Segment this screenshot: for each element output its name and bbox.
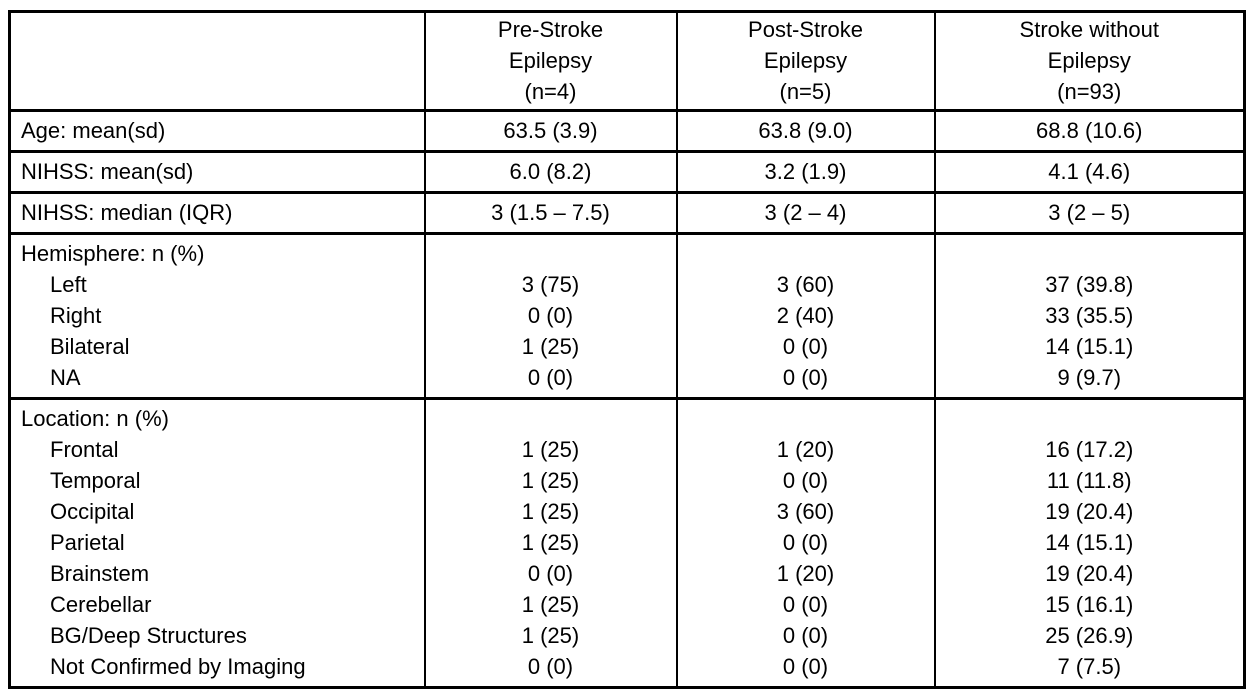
table-row: Temporal 1 (25) 0 (0) 11 (11.8) (10, 465, 1245, 496)
row-label: Temporal (50, 468, 141, 493)
cell-stroke-without-epilepsy: 25 (26.9) (933, 620, 1245, 651)
cell-post-stroke-epilepsy (675, 233, 935, 269)
cell-stroke-without-epilepsy: 9 (9.7) (933, 362, 1245, 399)
table-row: Hemisphere: n (%) (9, 233, 1245, 269)
row-label: Parietal (50, 530, 125, 555)
row-label: Right (50, 303, 102, 328)
cell-pre-stroke-epilepsy: 0 (0) (423, 300, 677, 331)
cell-pre-stroke-epilepsy (423, 233, 677, 269)
cell-post-stroke-epilepsy: 0 (0) (675, 527, 935, 558)
cell-pre-stroke-epilepsy: 1 (25) (423, 620, 677, 651)
table-header: Pre-Stroke Epilepsy (n=4) Post-Stroke Ep… (9, 11, 1245, 111)
cell-pre-stroke-epilepsy (423, 398, 677, 434)
row-label: Brainstem (50, 561, 150, 586)
table-row: Occipital 1 (25) 3 (60) 19 (20.4) (10, 496, 1245, 527)
row-label: Not Confirmed by Imaging (50, 654, 306, 679)
header-pre-stroke-epilepsy: Pre-Stroke Epilepsy (n=4) (423, 11, 677, 111)
cell-pre-stroke-epilepsy: 6.0 (8.2) (423, 151, 677, 193)
cell-pre-stroke-epilepsy: 1 (25) (423, 589, 677, 620)
row-label: Occipital (50, 499, 135, 524)
cell-post-stroke-epilepsy: 1 (20) (675, 434, 935, 465)
cell-post-stroke-epilepsy: 2 (40) (675, 300, 935, 331)
cell-pre-stroke-epilepsy: 0 (0) (423, 362, 677, 399)
cell-stroke-without-epilepsy: 15 (16.1) (933, 589, 1245, 620)
row-label: Age: mean(sd) (21, 118, 166, 143)
table-row: Left 3 (75) 3 (60) 37 (39.8) (10, 269, 1245, 300)
cell-pre-stroke-epilepsy: 3 (75) (423, 269, 677, 300)
row-label: NIHSS: median (IQR) (21, 200, 233, 225)
cell-pre-stroke-epilepsy: 1 (25) (423, 496, 677, 527)
table-row: Brainstem 0 (0) 1 (20) 19 (20.4) (10, 558, 1245, 589)
cell-stroke-without-epilepsy: 14 (15.1) (933, 331, 1245, 362)
row-label: BG/Deep Structures (50, 623, 247, 648)
cell-post-stroke-epilepsy: 3.2 (1.9) (675, 151, 935, 193)
cell-stroke-without-epilepsy: 68.8 (10.6) (933, 110, 1245, 152)
table-row: Location: n (%) (9, 398, 1245, 434)
cell-stroke-without-epilepsy: 37 (39.8) (933, 269, 1245, 300)
cell-post-stroke-epilepsy: 63.8 (9.0) (675, 110, 935, 152)
table-row: Not Confirmed by Imaging 0 (0) 0 (0) 7 (… (10, 651, 1245, 688)
header-empty-cell (10, 12, 425, 111)
row-label: NA (50, 365, 81, 390)
cell-pre-stroke-epilepsy: 3 (1.5 – 7.5) (423, 192, 677, 234)
table-row: NIHSS: mean(sd) 6.0 (8.2) 3.2 (1.9) 4.1 … (9, 151, 1245, 193)
cell-stroke-without-epilepsy: 16 (17.2) (933, 434, 1245, 465)
cell-stroke-without-epilepsy: 19 (20.4) (933, 496, 1245, 527)
cell-post-stroke-epilepsy: 0 (0) (675, 362, 935, 399)
table-row: BG/Deep Structures 1 (25) 0 (0) 25 (26.9… (10, 620, 1245, 651)
cell-post-stroke-epilepsy (675, 398, 935, 434)
row-label: NIHSS: mean(sd) (21, 159, 194, 184)
cell-pre-stroke-epilepsy: 63.5 (3.9) (423, 110, 677, 152)
table-row: Cerebellar 1 (25) 0 (0) 15 (16.1) (10, 589, 1245, 620)
cell-post-stroke-epilepsy: 1 (20) (675, 558, 935, 589)
cell-stroke-without-epilepsy (933, 233, 1245, 269)
cell-post-stroke-epilepsy: 0 (0) (675, 465, 935, 496)
header-row: Pre-Stroke Epilepsy (n=4) Post-Stroke Ep… (9, 11, 1245, 111)
cell-pre-stroke-epilepsy: 1 (25) (423, 465, 677, 496)
cell-post-stroke-epilepsy: 0 (0) (675, 620, 935, 651)
cell-stroke-without-epilepsy: 11 (11.8) (933, 465, 1245, 496)
row-label: Frontal (50, 437, 119, 462)
row-label: Left (50, 272, 87, 297)
cell-stroke-without-epilepsy: 7 (7.5) (933, 651, 1245, 688)
cell-pre-stroke-epilepsy: 0 (0) (423, 651, 677, 688)
header-stroke-without-epilepsy: Stroke without Epilepsy (n=93) (933, 11, 1245, 111)
cell-pre-stroke-epilepsy: 0 (0) (423, 558, 677, 589)
cell-pre-stroke-epilepsy: 1 (25) (423, 527, 677, 558)
cell-post-stroke-epilepsy: 0 (0) (675, 589, 935, 620)
cell-stroke-without-epilepsy: 4.1 (4.6) (933, 151, 1245, 193)
row-label: Location: n (%) (21, 406, 169, 431)
cell-stroke-without-epilepsy: 3 (2 – 5) (933, 192, 1245, 234)
cell-post-stroke-epilepsy: 0 (0) (675, 651, 935, 688)
cell-stroke-without-epilepsy (933, 398, 1245, 434)
cell-post-stroke-epilepsy: 3 (60) (675, 496, 935, 527)
table-row: Parietal 1 (25) 0 (0) 14 (15.1) (10, 527, 1245, 558)
cell-post-stroke-epilepsy: 3 (60) (675, 269, 935, 300)
table-row: Frontal 1 (25) 1 (20) 16 (17.2) (10, 434, 1245, 465)
cell-pre-stroke-epilepsy: 1 (25) (423, 331, 677, 362)
table-row: Right 0 (0) 2 (40) 33 (35.5) (10, 300, 1245, 331)
table-row: Bilateral 1 (25) 0 (0) 14 (15.1) (10, 331, 1245, 362)
cell-post-stroke-epilepsy: 3 (2 – 4) (675, 192, 935, 234)
table-row: NIHSS: median (IQR) 3 (1.5 – 7.5) 3 (2 –… (9, 192, 1245, 234)
cell-post-stroke-epilepsy: 0 (0) (675, 331, 935, 362)
cell-stroke-without-epilepsy: 19 (20.4) (933, 558, 1245, 589)
table-row: NA 0 (0) 0 (0) 9 (9.7) (10, 362, 1245, 399)
cell-stroke-without-epilepsy: 33 (35.5) (933, 300, 1245, 331)
row-label: Hemisphere: n (%) (21, 241, 205, 266)
table-row: Age: mean(sd) 63.5 (3.9) 63.8 (9.0) 68.8… (9, 110, 1245, 152)
row-label: Cerebellar (50, 592, 152, 617)
header-post-stroke-epilepsy: Post-Stroke Epilepsy (n=5) (675, 11, 935, 111)
cell-stroke-without-epilepsy: 14 (15.1) (933, 527, 1245, 558)
table-body: Age: mean(sd) 63.5 (3.9) 63.8 (9.0) 68.8… (9, 110, 1245, 688)
row-label: Bilateral (50, 334, 130, 359)
patient-characteristics-table: Pre-Stroke Epilepsy (n=4) Post-Stroke Ep… (8, 10, 1246, 689)
cell-pre-stroke-epilepsy: 1 (25) (423, 434, 677, 465)
